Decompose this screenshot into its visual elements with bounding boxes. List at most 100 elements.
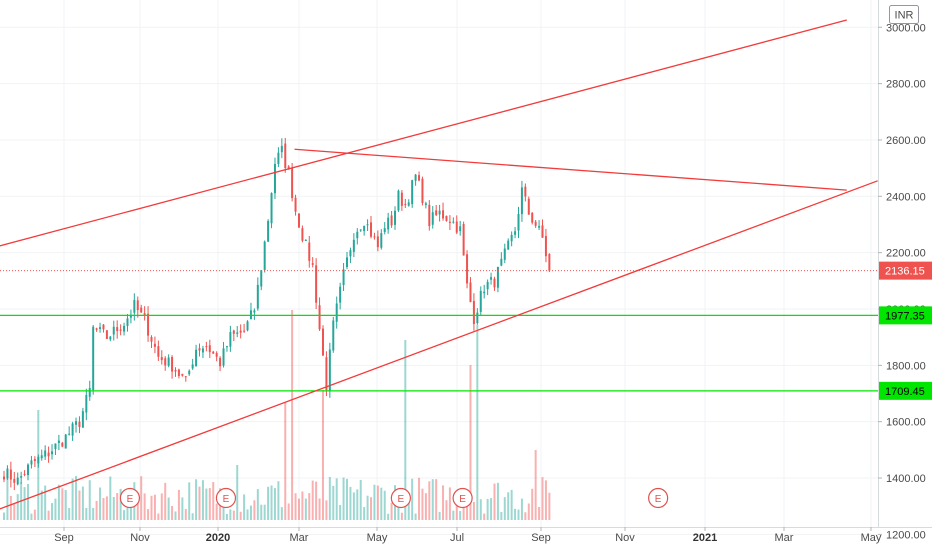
- trendline[interactable]: [294, 148, 847, 191]
- trendline-drawings[interactable]: [0, 19, 878, 510]
- currency-badge-label: INR: [895, 10, 914, 22]
- volume-bar: [414, 513, 417, 520]
- volume-bar: [431, 479, 434, 520]
- candle-body: [219, 357, 222, 367]
- volume-bar: [112, 496, 115, 520]
- volume-bar: [239, 511, 242, 520]
- candle: [95, 327, 98, 332]
- candle: [40, 449, 43, 461]
- candle: [184, 376, 187, 382]
- candle-body: [109, 336, 112, 340]
- candle: [315, 258, 318, 310]
- candle: [33, 456, 36, 468]
- candle-body: [479, 290, 482, 312]
- candle: [198, 343, 201, 357]
- candle: [411, 179, 414, 208]
- candle-body: [544, 236, 547, 257]
- volume-bar: [356, 489, 359, 520]
- volume-bar: [263, 504, 266, 520]
- volume-bar: [373, 484, 376, 520]
- candle-body: [418, 175, 421, 181]
- candle-body: [411, 180, 414, 205]
- candle: [30, 455, 33, 469]
- earnings-marker[interactable]: E: [390, 487, 411, 509]
- volume-bar: [85, 507, 88, 520]
- volume-bar: [119, 488, 122, 520]
- earnings-marker[interactable]: E: [215, 487, 237, 509]
- volume-bar: [527, 503, 530, 520]
- candle-body: [373, 236, 376, 238]
- candle-body: [414, 174, 417, 181]
- candle: [253, 308, 256, 320]
- candle-body: [51, 451, 54, 455]
- candle-body: [483, 291, 486, 294]
- candle-body: [201, 348, 204, 353]
- volume-bar: [438, 511, 441, 520]
- candle: [71, 421, 74, 441]
- earnings-marker-label: E: [459, 494, 466, 505]
- candle: [448, 215, 451, 231]
- volume-bar: [514, 508, 517, 520]
- trendline[interactable]: [0, 19, 847, 247]
- candle-body: [287, 166, 290, 170]
- candle-body: [404, 204, 407, 206]
- candle-body: [75, 421, 78, 425]
- candle: [51, 444, 54, 460]
- volume-bar: [201, 480, 204, 520]
- candle-body: [400, 192, 403, 206]
- candle: [538, 220, 541, 231]
- candle-body: [280, 145, 283, 153]
- candle-body: [342, 269, 345, 286]
- volume-bar: [229, 509, 232, 520]
- candle-body: [260, 270, 263, 287]
- volume-bar: [476, 325, 479, 520]
- price-axis-tick-label: 2600.00: [886, 135, 926, 147]
- earnings-marker-label: E: [655, 494, 662, 505]
- volume-bar: [246, 509, 249, 520]
- candle: [44, 445, 47, 460]
- candle: [376, 230, 379, 252]
- candle-body: [304, 240, 307, 242]
- candle: [75, 417, 78, 433]
- candle-body: [510, 234, 513, 242]
- volume-bar: [448, 487, 451, 520]
- candle: [6, 465, 9, 480]
- candle-body: [318, 305, 321, 330]
- candle: [267, 219, 270, 243]
- volume-bar: [9, 495, 12, 520]
- candle-body: [129, 314, 132, 318]
- volume-bar: [195, 479, 198, 520]
- candle: [270, 192, 273, 229]
- volume-bar: [311, 480, 314, 520]
- earnings-marker[interactable]: E: [648, 487, 669, 509]
- candle: [479, 286, 482, 316]
- candle: [352, 233, 355, 258]
- candle: [92, 325, 95, 395]
- candle: [301, 225, 304, 243]
- candle: [37, 454, 40, 468]
- currency-badge[interactable]: INR: [889, 5, 919, 24]
- volume-bar: [376, 485, 379, 520]
- candle-body: [321, 328, 324, 356]
- earnings-marker[interactable]: E: [452, 487, 473, 509]
- candle-body: [157, 346, 160, 357]
- last-price-tag-label: 2136.15: [885, 266, 925, 278]
- candle: [493, 276, 496, 291]
- candle: [455, 215, 458, 235]
- volume-bar: [315, 481, 318, 520]
- time-axis[interactable]: Sep Nov 2020 Mar May Jul Sep Nov 2021 Mar May: [54, 527, 882, 544]
- volume-bar: [225, 513, 228, 520]
- time-axis-tick-label: May: [861, 532, 882, 544]
- volume-bar: [346, 478, 348, 520]
- candle: [136, 296, 139, 318]
- candle-body: [150, 337, 153, 342]
- horizontal-levels[interactable]: [0, 270, 878, 392]
- trendline[interactable]: [0, 180, 878, 510]
- candle-body: [92, 326, 95, 390]
- candle: [496, 266, 499, 293]
- earnings-marker[interactable]: E: [119, 487, 141, 509]
- volume-bar: [78, 490, 81, 520]
- volume-bar: [81, 486, 84, 520]
